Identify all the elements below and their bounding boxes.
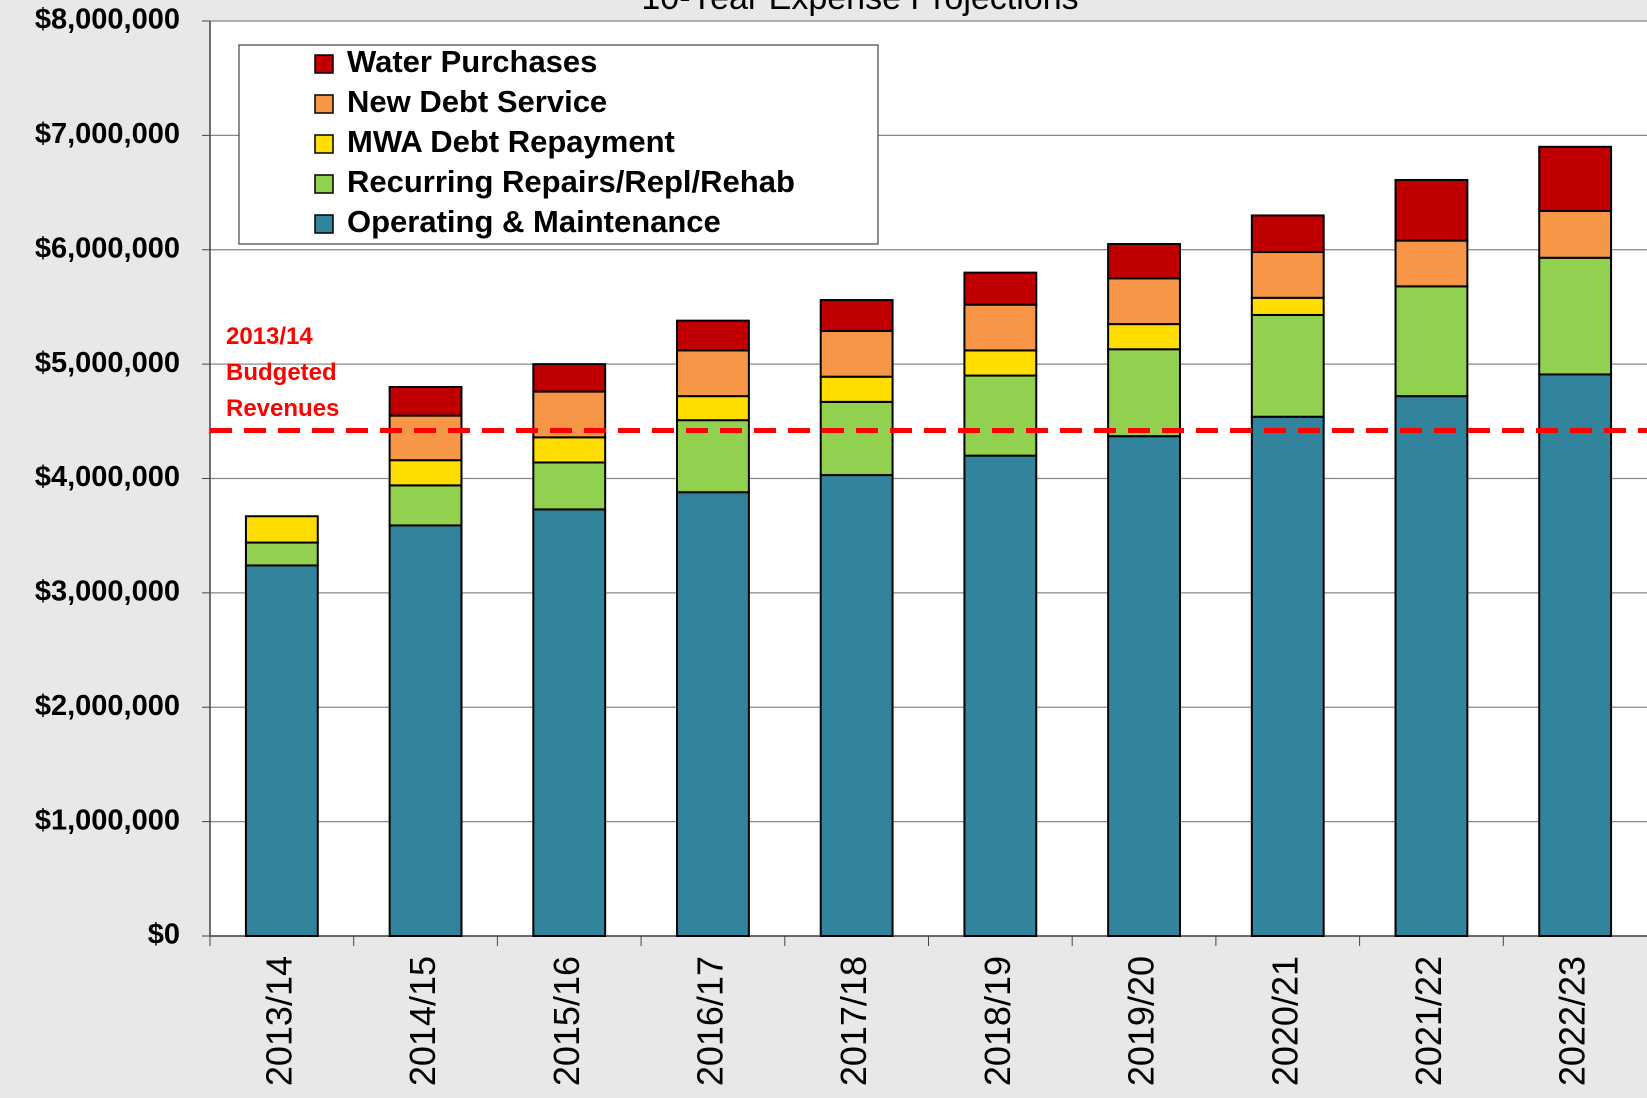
x-tick-label: 2016/17 [689,956,730,1086]
bar-segment [1394,395,1469,937]
legend-box [238,44,879,245]
legend-swatch [314,54,334,74]
bar-segment [1394,239,1469,288]
bar-segment [676,491,750,937]
bar-segment [963,349,1038,377]
legend-swatch [314,94,334,114]
bar-segment [676,395,750,422]
bar-segment [1538,373,1613,937]
bar-segment [1538,209,1613,259]
x-tick-label: 2021/22 [1408,956,1449,1086]
bar-segment [388,414,463,462]
y-tick-label: $0 [148,919,180,951]
bar-segment [244,564,319,937]
bar-segment [532,508,607,937]
bar-segment [1107,348,1181,438]
bar-segment [1394,178,1469,242]
bar-segment [963,271,1038,306]
x-tick-label: 2014/15 [402,956,443,1086]
bar-segment [532,363,607,393]
x-tick-label: 2020/21 [1264,956,1305,1086]
bar-segment [1250,214,1325,254]
bar-segment [1107,243,1181,280]
bar-segment [676,319,750,352]
y-tick-label: $7,000,000 [35,118,180,150]
legend-label: Recurring Repairs/Repl/Rehab [347,164,795,199]
bar-segment [819,329,894,378]
bar-segment [1538,145,1613,212]
bar-segment [1250,313,1325,418]
legend-label: Operating & Maintenance [347,204,721,239]
legend-swatch [314,134,334,154]
y-tick-label: $6,000,000 [35,232,180,264]
bar-segment [388,484,463,527]
x-tick-label: 2013/14 [258,956,299,1086]
bar-segment [963,374,1038,457]
chart-title: 10-Year Expense Projections [641,0,1078,17]
bar-segment [1107,277,1181,326]
bar-segment [532,461,607,511]
bar-segment [1250,415,1325,937]
legend-label: MWA Debt Repayment [347,124,675,159]
legend-swatch [314,174,334,194]
bar-segment [244,541,319,567]
bar-segment [1394,285,1469,398]
bar-segment [244,515,319,544]
bar-segment [819,299,894,332]
y-tick-label: $8,000,000 [35,4,180,36]
y-tick-label: $2,000,000 [35,690,180,722]
bar-segment [1250,296,1325,316]
bar-segment [388,524,463,937]
bar-segment [1538,256,1613,376]
bar-segment [532,436,607,464]
x-tick-label: 2015/16 [546,956,587,1086]
x-tick-label: 2018/19 [977,956,1018,1086]
x-tick-label: 2019/20 [1121,956,1162,1086]
y-tick-label: $3,000,000 [35,576,180,608]
legend-label: Water Purchases [347,44,597,79]
x-tick-label: 2022/23 [1552,956,1593,1086]
x-tick-label: 2017/18 [833,956,874,1086]
legend-label: New Debt Service [347,84,607,119]
bar-segment [1107,435,1181,937]
bar-segment [388,459,463,487]
bar-segment [1250,251,1325,299]
y-tick-label: $1,000,000 [35,804,180,836]
bar-segment [819,400,894,477]
bar-segment [963,454,1038,937]
bar-segment [819,474,894,937]
legend-swatch [314,214,334,234]
bar-segment [963,303,1038,352]
bar-segment [388,386,463,417]
bar-segment [1107,323,1181,351]
reference-label: Revenues [226,395,339,422]
bar-segment [819,375,894,403]
y-tick-label: $4,000,000 [35,461,180,493]
y-tick-label: $5,000,000 [35,347,180,379]
bar-segment [676,349,750,398]
reference-label: 2013/14 [226,323,313,350]
reference-label: Budgeted [226,359,337,386]
